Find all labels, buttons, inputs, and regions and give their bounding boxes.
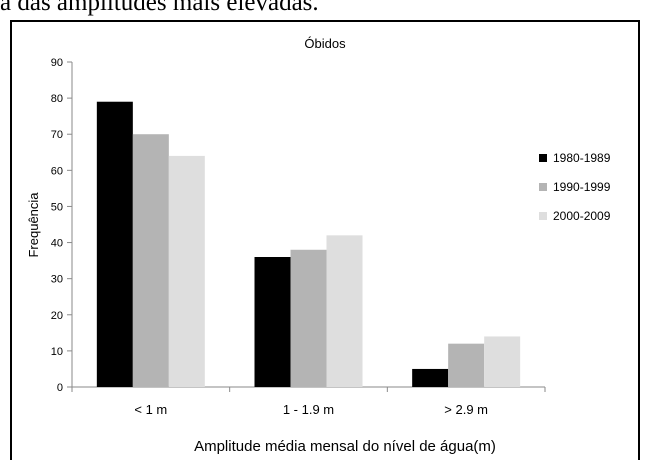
page-top-text: a das amplitudes mais elevadas. xyxy=(0,0,319,16)
x-tick-label: 1 - 1.9 m xyxy=(283,402,334,417)
y-tick-label: 40 xyxy=(51,238,63,250)
x-tick-label: < 1 m xyxy=(134,402,167,417)
bar xyxy=(132,134,169,387)
legend-label: 1980-1989 xyxy=(553,151,611,165)
y-tick-label: 20 xyxy=(51,310,63,322)
bar xyxy=(254,257,291,387)
y-tick-label: 80 xyxy=(51,93,63,105)
y-tick-label: 10 xyxy=(51,346,63,358)
y-tick-label: 70 xyxy=(51,129,63,141)
y-tick-label: 50 xyxy=(51,201,63,213)
x-tick-label: > 2.9 m xyxy=(444,402,488,417)
legend-swatch xyxy=(539,212,547,220)
bar xyxy=(412,368,449,387)
legend-label: 1990-1999 xyxy=(553,180,611,194)
bar xyxy=(168,155,205,387)
chart-title: Óbidos xyxy=(304,36,346,51)
legend-label: 2000-2009 xyxy=(553,209,611,223)
bar xyxy=(448,343,485,387)
legend-swatch xyxy=(539,183,547,191)
legend-swatch xyxy=(539,154,547,162)
plot-area: 0 10 20 30 40 50 60 70 80 90 < 1 m 1 - 1.9 m > 2.9 m… xyxy=(51,57,611,417)
y-tick-label: 30 xyxy=(51,274,63,286)
y-tick-label: 0 xyxy=(57,382,63,394)
bar xyxy=(96,101,133,387)
x-axis-label: Amplitude média mensal do nível de água(… xyxy=(194,438,496,455)
bar xyxy=(484,336,521,387)
y-tick-label: 90 xyxy=(51,57,63,69)
y-tick-label: 60 xyxy=(51,165,63,177)
bar xyxy=(326,235,363,387)
y-axis-label: Frequência xyxy=(26,192,41,258)
bar xyxy=(290,249,327,387)
